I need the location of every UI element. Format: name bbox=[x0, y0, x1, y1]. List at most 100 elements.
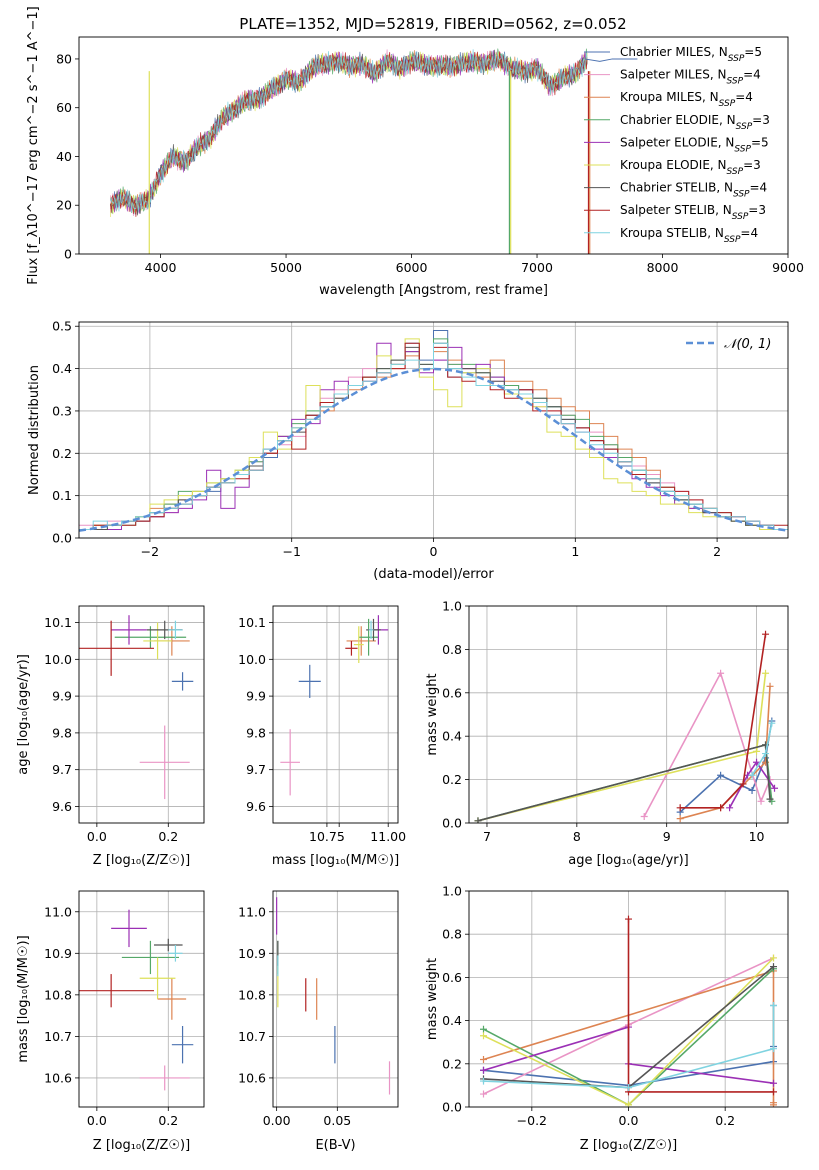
data-point-marker bbox=[762, 750, 770, 758]
y-tick-label: 1.0 bbox=[442, 599, 462, 614]
x-tick-label: 0.2 bbox=[158, 829, 178, 844]
data-point-marker bbox=[480, 1077, 487, 1085]
mass_vs_Z-frame bbox=[78, 890, 205, 1108]
x-tick-label: 11.00 bbox=[370, 829, 406, 844]
figure-title: PLATE=1352, MJD=52819, FIBERID=0562, z=0… bbox=[239, 15, 626, 33]
data-point-marker bbox=[480, 1090, 487, 1098]
data-point-marker bbox=[770, 954, 777, 962]
y-tick-label: 10.9 bbox=[238, 946, 266, 961]
y-tick-label: 0 bbox=[64, 247, 72, 262]
y-tick-label: 10.7 bbox=[238, 1029, 266, 1044]
y-tick-label: 9.6 bbox=[52, 799, 72, 814]
x-tick-label: −2 bbox=[141, 544, 159, 559]
age_vs_mass-plot-area bbox=[280, 615, 389, 796]
y-tick-label: 10.0 bbox=[44, 652, 72, 667]
y-axis-label: mass weight bbox=[425, 673, 440, 755]
mass_vs_Z-axes: 0.0 0.2 10.6 10.7 10.8 10.9 11.0 bbox=[44, 891, 204, 1128]
data-point-marker bbox=[766, 795, 774, 803]
y-tick-label: 0.5 bbox=[52, 319, 72, 334]
data-point-marker bbox=[748, 771, 756, 779]
y-tick-label: 0.0 bbox=[442, 816, 462, 831]
weight_vs_Z-frame bbox=[468, 890, 789, 1108]
y-tick-label: 11.0 bbox=[44, 904, 72, 919]
x-tick-label: 0 bbox=[430, 544, 438, 559]
y-tick-label: 0.1 bbox=[52, 488, 72, 503]
data-point-marker bbox=[726, 804, 734, 812]
data-point-marker bbox=[770, 1088, 777, 1096]
x-axis-label: age [log₁₀(age/yr)] bbox=[568, 853, 689, 868]
legend-label: Chabrier MILES, NSSP=5 bbox=[620, 45, 762, 64]
y-tick-label: 9.8 bbox=[246, 725, 266, 740]
data-point-marker bbox=[717, 669, 725, 677]
x-tick-label: 8000 bbox=[647, 260, 679, 275]
weight_vs_Z-plot-area bbox=[480, 915, 777, 1107]
y-axis-label: Flux [f_λ10^−17 erg cm^−2 s^−1 A^−1] bbox=[26, 6, 41, 284]
mass_vs_Z-plot-area bbox=[79, 909, 194, 1091]
y-axis-label: age [log₁₀(age/yr)] bbox=[16, 654, 31, 775]
data-point-marker bbox=[762, 630, 770, 638]
data-point-marker bbox=[625, 915, 632, 923]
data-point-marker bbox=[762, 669, 770, 677]
data-point-marker bbox=[770, 1079, 777, 1087]
y-tick-label: 0.6 bbox=[442, 685, 462, 700]
data-point-marker bbox=[676, 804, 684, 812]
y-tick-label: 10.6 bbox=[44, 1070, 72, 1085]
data-point-marker bbox=[717, 771, 725, 779]
x-tick-label: 9000 bbox=[772, 260, 804, 275]
x-tick-label: 0.0 bbox=[87, 829, 107, 844]
x-tick-label: 0.00 bbox=[263, 1113, 291, 1128]
data-point-marker bbox=[474, 817, 482, 823]
y-axis-label: Normed distribution bbox=[27, 365, 42, 495]
residuals-frame bbox=[78, 321, 789, 539]
x-tick-label: −1 bbox=[282, 544, 300, 559]
data-point-marker bbox=[480, 1032, 487, 1040]
y-tick-label: 9.6 bbox=[246, 799, 266, 814]
data-point-marker bbox=[770, 1001, 777, 1009]
y-tick-label: 0.4 bbox=[52, 361, 72, 376]
x-tick-label: 5000 bbox=[270, 260, 302, 275]
x-tick-label: 0.0 bbox=[619, 1113, 639, 1128]
spectrum-axes: 4000 5000 6000 7000 8000 9000 0 20 40 60 80 bbox=[56, 51, 804, 275]
spectrum-overlay-line bbox=[584, 58, 638, 62]
y-tick-label: 9.7 bbox=[246, 762, 266, 777]
y-tick-label: 10.7 bbox=[44, 1029, 72, 1044]
y-tick-label: 9.8 bbox=[52, 725, 72, 740]
mass_vs_ebv-frame bbox=[272, 890, 399, 1108]
x-tick-label: 1 bbox=[571, 544, 579, 559]
data-point-marker bbox=[640, 812, 648, 820]
data-point-marker bbox=[676, 815, 684, 823]
y-tick-label: 9.9 bbox=[52, 689, 72, 704]
x-tick-label: 7000 bbox=[521, 260, 553, 275]
histogram-step bbox=[79, 342, 788, 530]
residuals-plot-area bbox=[79, 330, 788, 532]
age_vs_Z-frame bbox=[78, 605, 205, 824]
spectrum-line bbox=[110, 50, 588, 217]
series-line bbox=[477, 743, 771, 822]
y-tick-label: 11.0 bbox=[238, 904, 266, 919]
y-tick-label: 9.7 bbox=[52, 762, 72, 777]
y-tick-label: 10.8 bbox=[238, 987, 266, 1002]
x-tick-label: 0.2 bbox=[715, 1113, 735, 1128]
legend-label: 𝒩(0, 1) bbox=[724, 337, 771, 352]
x-axis-label: Z [log₁₀(Z/Z☉)] bbox=[93, 1138, 190, 1153]
weight_vs_age-plot-area bbox=[474, 630, 779, 823]
y-axis-label: mass [log₁₀(M/M☉)] bbox=[16, 935, 31, 1062]
x-axis-label: (data-model)/error bbox=[373, 567, 494, 582]
y-tick-label: 0.2 bbox=[52, 446, 72, 461]
y-tick-label: 10.0 bbox=[238, 652, 266, 667]
y-tick-label: 40 bbox=[56, 149, 72, 164]
legend-label: Salpeter STELIB, NSSP=3 bbox=[620, 203, 766, 222]
data-point-marker bbox=[480, 1025, 487, 1033]
y-tick-label: 80 bbox=[56, 51, 72, 66]
x-tick-label: 0.05 bbox=[323, 1113, 351, 1128]
y-tick-label: 0.8 bbox=[442, 642, 462, 657]
legend-label: Kroupa STELIB, NSSP=4 bbox=[620, 226, 758, 245]
legend-label: Kroupa ELODIE, NSSP=3 bbox=[620, 158, 761, 177]
legend-label: Chabrier STELIB, NSSP=4 bbox=[620, 181, 767, 200]
x-axis-label: mass [log₁₀(M/M☉)] bbox=[272, 853, 399, 868]
y-tick-label: 1.0 bbox=[442, 884, 462, 899]
data-point-marker bbox=[739, 780, 747, 788]
data-point-marker bbox=[768, 719, 776, 727]
data-point-marker bbox=[480, 1055, 487, 1063]
y-tick-label: 0.4 bbox=[442, 1013, 462, 1028]
